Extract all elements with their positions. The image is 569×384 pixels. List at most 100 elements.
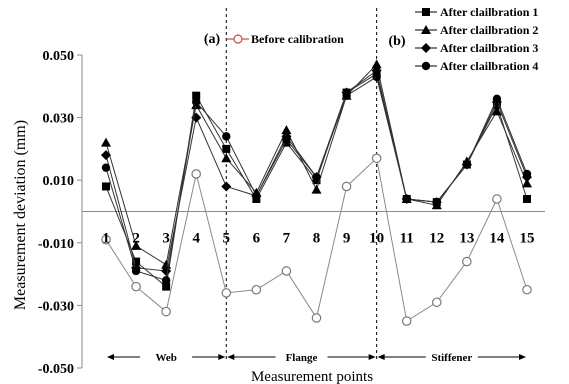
- data-point: [522, 284, 532, 295]
- section-stiffener: Stiffener: [377, 349, 526, 365]
- legend-label: After clailbration 4: [440, 59, 538, 73]
- section-label-bg: [140, 349, 193, 365]
- data-point: [221, 181, 232, 192]
- x-tick-label: 15: [520, 231, 535, 247]
- y-tick-label: 0.010: [43, 174, 75, 189]
- panel-label-b: (b): [388, 34, 405, 49]
- section-label-bg: [275, 349, 328, 365]
- data-point: [132, 257, 141, 266]
- data-point: [251, 284, 262, 295]
- data-point: [281, 266, 292, 276]
- data-point: [371, 153, 382, 164]
- section-arrow-right: [368, 354, 376, 360]
- section-arrow-left: [107, 354, 114, 360]
- section-brackets: Web Flange Stiffener: [107, 349, 526, 365]
- data-point: [222, 132, 231, 141]
- data-point: [101, 150, 111, 161]
- series-1: [101, 153, 532, 326]
- y-tick-label: 0.030: [43, 112, 75, 127]
- data-point: [191, 169, 202, 179]
- data-point: [221, 153, 232, 163]
- data-point: [492, 194, 502, 204]
- data-point: [341, 181, 352, 192]
- legend: Before calibration After clailbration 1 Af…: [227, 5, 538, 73]
- x-tick-label: 14: [489, 231, 505, 247]
- data-point: [522, 178, 532, 188]
- y-tick-label: -0.010: [38, 237, 74, 252]
- legend-label: Before calibration: [251, 32, 344, 46]
- data-point: [222, 144, 231, 153]
- data-point: [102, 182, 110, 191]
- section-label: Web: [155, 352, 176, 364]
- legend-swatch-marker: [421, 61, 431, 71]
- legend-label: After clailbration 1: [440, 5, 538, 19]
- data-point: [522, 169, 532, 179]
- legend-item-after-3: After clailbration 3: [415, 41, 538, 55]
- section-arrow-left: [227, 354, 235, 360]
- x-tick-label: 8: [313, 231, 321, 247]
- x-tick-label: 12: [429, 231, 444, 247]
- x-tick-label: 9: [343, 231, 351, 247]
- legend-label: After clailbration 3: [440, 41, 538, 55]
- data-point: [101, 163, 111, 172]
- x-tick-label: 10: [369, 231, 384, 247]
- data-point: [311, 313, 322, 323]
- data-point: [131, 240, 142, 250]
- x-tick-label: 7: [283, 231, 291, 247]
- x-tick-label: 6: [253, 231, 261, 247]
- y-tick-label: 0.050: [43, 49, 75, 64]
- section-label: Flange: [286, 352, 318, 364]
- data-point: [192, 91, 201, 100]
- legend-swatch-marker: [233, 34, 243, 44]
- series-5: [101, 72, 532, 285]
- data-point: [221, 288, 232, 298]
- data-point: [372, 72, 381, 82]
- legend-label: After clailbration 2: [440, 23, 538, 37]
- legend-item-after-2: After clailbration 2: [415, 23, 538, 37]
- data-point: [402, 194, 411, 204]
- data-point: [523, 194, 531, 203]
- x-tick-label: 2: [132, 231, 140, 247]
- data-point: [431, 297, 442, 308]
- panel-label-a: (a): [204, 32, 221, 47]
- data-point: [131, 281, 141, 292]
- data-point: [371, 65, 382, 76]
- data-point: [101, 137, 111, 147]
- legend-swatch-marker: [421, 25, 431, 34]
- x-tick-label: 13: [459, 231, 474, 247]
- y-tick-label: -0.030: [38, 299, 74, 314]
- data-point: [192, 97, 201, 107]
- section-flange: Flange: [227, 349, 376, 365]
- data-point: [311, 184, 322, 194]
- data-point: [101, 234, 111, 245]
- data-point: [312, 172, 321, 182]
- data-point: [131, 266, 141, 276]
- data-point: [462, 160, 472, 169]
- section-label-bg: [425, 349, 478, 365]
- x-tick-label: 5: [223, 231, 231, 247]
- legend-item-after-1: After clailbration 1: [415, 5, 538, 19]
- legend-item-after-4: After clailbration 4: [415, 59, 538, 73]
- axes: 0.050 0.030 0.010 -0.010 -0.030 -0.050: [38, 49, 545, 377]
- x-tick-label: 3: [162, 231, 170, 247]
- section-label: Stiffener: [431, 352, 472, 364]
- data-point: [462, 256, 472, 267]
- x-tick-label: 4: [192, 231, 200, 247]
- data-point: [371, 59, 382, 69]
- data-point: [252, 191, 261, 201]
- labels: 1 2 3 4 5 6 7 8 9 10 11 12 13 14 15: [102, 231, 534, 247]
- section-dividers: [225, 8, 378, 362]
- data-point: [432, 197, 441, 207]
- section-arrow-left: [377, 354, 385, 360]
- y-axis-label: Measurement deviation (mm): [12, 120, 29, 310]
- x-tick-label: 1: [102, 231, 110, 247]
- section-arrow-right: [218, 354, 226, 360]
- data-point: [342, 91, 351, 100]
- data-point: [491, 106, 502, 116]
- section-web: Web: [107, 349, 226, 365]
- series-layer: [101, 59, 532, 326]
- data-point: [282, 135, 291, 144]
- legend-swatch-marker: [422, 8, 430, 16]
- data-point: [401, 316, 412, 326]
